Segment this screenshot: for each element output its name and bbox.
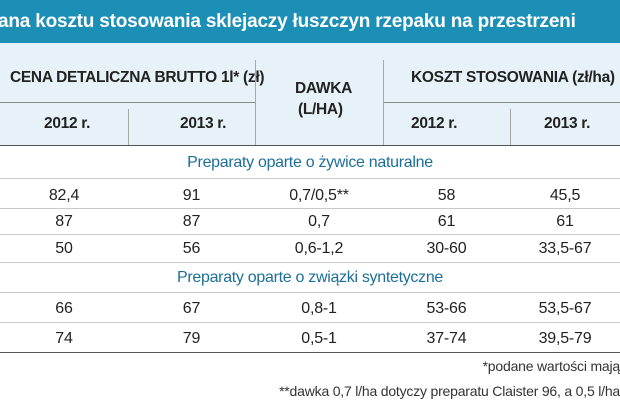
header-year-2012-cost: 2012 r.	[411, 115, 458, 132]
price-2013-cell: 91	[182, 187, 201, 204]
footnote-1: *podane wartości mają	[482, 358, 620, 374]
header-year-2012-price: 2012 r.	[44, 115, 91, 132]
price-2013-cell: 87	[182, 213, 201, 230]
header-cost-group: KOSZT STOSOWANIA (zł/ha)	[411, 69, 615, 86]
header-price-group: CENA DETALICZNA BRUTTO 1l* (zł)	[10, 69, 265, 86]
row-divider	[0, 234, 620, 235]
price-2013-cell: 79	[182, 330, 201, 347]
cost-2013-cell: 39,5-79	[538, 330, 592, 347]
price-2013-cell: 56	[182, 240, 201, 257]
section-divider	[0, 292, 620, 293]
price-2013-cell: 67	[182, 300, 201, 317]
table-bottom-border	[0, 352, 620, 353]
price-2012-cell: 66	[55, 300, 73, 317]
row-divider	[0, 208, 620, 209]
header-bottom-border	[0, 145, 620, 146]
header-dose-line1: DAWKA	[295, 80, 353, 97]
table-title: ana kosztu stosowania sklejaczy łuszczyn…	[0, 11, 576, 32]
cost-2012-cell: 30-60	[426, 240, 467, 257]
cost-2013-cell: 45,5	[549, 187, 581, 204]
cost-2012-cell: 37-74	[426, 330, 467, 347]
section-divider	[0, 178, 620, 179]
header-divider-3	[383, 60, 384, 145]
cost-2013-cell: 61	[556, 213, 574, 230]
table-header: CENA DETALICZNA BRUTTO 1l* (zł) DAWKA (L…	[0, 43, 620, 145]
section-label-synthetic: Preparaty oparte o związki syntetyczne	[176, 269, 444, 286]
cost-2012-cell: 53-66	[426, 300, 467, 317]
row-divider	[0, 322, 620, 323]
dose-cell: 0,8-1	[301, 300, 337, 317]
footnote-2: **dawka 0,7 l/ha dotyczy preparatu Clais…	[279, 383, 620, 399]
dose-cell: 0,7/0,5**	[289, 187, 349, 204]
header-price-underline	[0, 102, 255, 103]
dose-cell: 0,7	[308, 213, 330, 230]
price-2012-cell: 87	[55, 213, 73, 230]
header-dose-line2: (L/HA)	[298, 101, 343, 118]
cost-2013-cell: 53,5-67	[538, 300, 592, 317]
cost-2013-cell: 33,5-67	[538, 240, 592, 257]
header-divider-2	[255, 60, 256, 145]
header-divider-1	[128, 109, 129, 145]
table-title-bar: ana kosztu stosowania sklejaczy łuszczyn…	[0, 0, 620, 43]
cost-2012-cell: 61	[437, 213, 456, 230]
header-year-2013-cost: 2013 r.	[544, 115, 591, 132]
dose-cell: 0,6-1,2	[294, 240, 344, 257]
row-divider	[0, 262, 620, 263]
price-2012-cell: 50	[55, 240, 73, 257]
price-2012-cell: 82,4	[48, 187, 80, 204]
price-2012-cell: 74	[55, 330, 73, 347]
header-year-2013-price: 2013 r.	[180, 115, 227, 132]
dose-cell: 0,5-1	[301, 330, 337, 347]
header-cost-underline	[383, 102, 620, 103]
cost-2012-cell: 58	[437, 187, 456, 204]
section-label-natural: Preparaty oparte o żywice naturalne	[187, 154, 433, 171]
header-divider-4	[510, 109, 511, 145]
